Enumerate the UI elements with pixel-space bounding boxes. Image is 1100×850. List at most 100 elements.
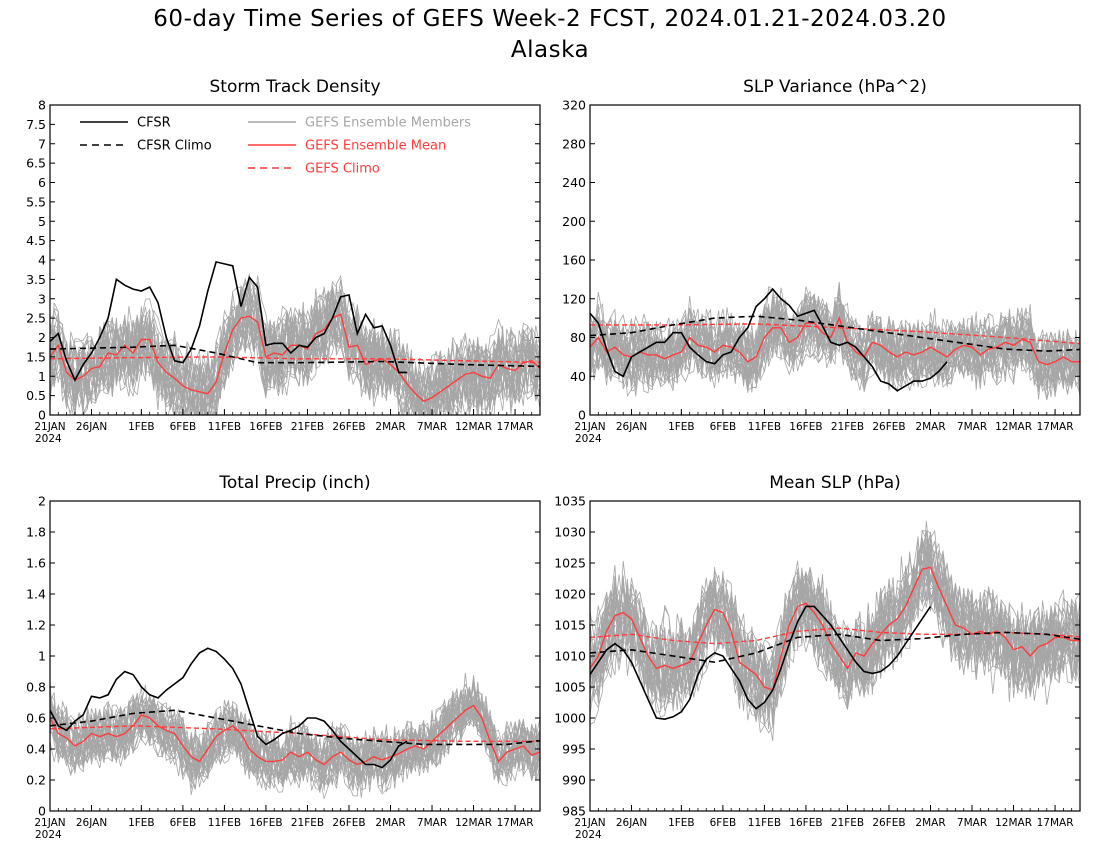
panel-title: Mean SLP (hPa) bbox=[769, 473, 901, 493]
gefs-mean-line bbox=[50, 704, 540, 766]
x-tick-label: 26FEB bbox=[332, 421, 365, 433]
y-tick-label: 0 bbox=[578, 408, 586, 423]
x-tick-label: 12MAR bbox=[455, 817, 492, 829]
y-tick-label: 240 bbox=[562, 175, 586, 190]
ensemble-member-line bbox=[590, 537, 1080, 695]
x-tick-label: 7MAR bbox=[957, 421, 987, 433]
y-tick-label: 1.8 bbox=[26, 525, 46, 540]
ensemble-member-line bbox=[50, 289, 540, 415]
x-tick-label: 21FEB bbox=[291, 817, 324, 829]
gefs-mean-line bbox=[590, 316, 1080, 366]
y-tick-label: 2.5 bbox=[26, 311, 46, 326]
x-tick-label: 11FEB bbox=[208, 817, 241, 829]
y-tick-label: 200 bbox=[562, 214, 586, 229]
y-tick-label: 0.8 bbox=[26, 680, 46, 695]
x-tick-label: 12MAR bbox=[455, 421, 492, 433]
x-tick-label: 26FEB bbox=[332, 817, 365, 829]
legend-cfsr-climo-label: CFSR Climo bbox=[137, 139, 212, 154]
legend-gefs-climo-label: GEFS Climo bbox=[305, 162, 380, 177]
y-tick-label: 0.5 bbox=[26, 388, 46, 403]
y-tick-label: 320 bbox=[562, 98, 586, 113]
y-tick-label: 3 bbox=[38, 291, 46, 306]
y-tick-label: 0.2 bbox=[26, 773, 46, 788]
y-tick-label: 7.5 bbox=[26, 117, 46, 132]
y-tick-label: 1.5 bbox=[26, 349, 46, 364]
x-tick-label: 26FEB bbox=[872, 421, 905, 433]
cfsr-line bbox=[590, 605, 932, 721]
x-tick-label: 2MAR bbox=[915, 421, 945, 433]
y-tick-label: 4.5 bbox=[26, 233, 46, 248]
y-tick-label: 1025 bbox=[554, 556, 586, 571]
cfsr-line bbox=[50, 260, 408, 382]
y-tick-label: 40 bbox=[570, 369, 586, 384]
ensemble-member-line bbox=[50, 689, 540, 789]
y-tick-label: 6.5 bbox=[26, 156, 46, 171]
x-tick-label: 17MAR bbox=[1037, 421, 1074, 433]
legend-gefs-members-label: GEFS Ensemble Members bbox=[305, 116, 471, 131]
y-tick-label: 0 bbox=[38, 408, 46, 423]
x-tick-label: 16FEB bbox=[249, 817, 282, 829]
y-tick-label: 1000 bbox=[554, 711, 586, 726]
y-tick-label: 990 bbox=[562, 773, 586, 788]
y-tick-label: 2 bbox=[38, 330, 46, 345]
panel-total-precip: Total Precip (inch) 0 0.2 0.4 0.6 0.8 1 1.2 1.4 1… bbox=[26, 473, 541, 841]
x-year-label: 2024 bbox=[575, 829, 602, 841]
x-tick-label: 17MAR bbox=[1037, 817, 1074, 829]
y-tick-label: 1010 bbox=[554, 649, 586, 664]
x-tick-label: 1FEB bbox=[128, 817, 155, 829]
x-tick-label: 6FEB bbox=[710, 421, 737, 433]
x-tick-label: 17MAR bbox=[497, 817, 534, 829]
x-tick-label: 2MAR bbox=[375, 421, 405, 433]
x-tick-label: 1FEB bbox=[128, 421, 155, 433]
x-tick-label: 21JAN bbox=[574, 421, 605, 433]
x-tick-label: 26JAN bbox=[76, 421, 107, 433]
y-tick-label: 5.5 bbox=[26, 194, 46, 209]
ensemble-member-line bbox=[590, 544, 1080, 717]
y-tick-label: 280 bbox=[562, 136, 586, 151]
y-tick-label: 2 bbox=[38, 494, 46, 509]
y-tick-label: 1 bbox=[38, 649, 46, 664]
x-tick-label: 21FEB bbox=[831, 817, 864, 829]
ensemble-members bbox=[590, 282, 1080, 400]
y-tick-label: 0 bbox=[38, 804, 46, 819]
panel-slp-variance: SLP Variance (hPa^2) 0 40 80 120 160 200 240 280… bbox=[562, 77, 1081, 445]
y-tick-label: 3.5 bbox=[26, 272, 46, 287]
y-tick-label: 1035 bbox=[554, 494, 586, 509]
y-tick-label: 1.4 bbox=[26, 587, 46, 602]
y-tick-label: 5 bbox=[38, 214, 46, 229]
y-tick-label: 1.6 bbox=[26, 556, 46, 571]
y-tick-label: 0.6 bbox=[26, 711, 46, 726]
x-tick-label: 26FEB bbox=[872, 817, 905, 829]
ensemble-member-line bbox=[590, 521, 1080, 719]
x-tick-label: 21FEB bbox=[831, 421, 864, 433]
x-tick-label: 7MAR bbox=[957, 817, 987, 829]
ensemble-member-line bbox=[590, 297, 1080, 397]
y-tick-label: 0.4 bbox=[26, 742, 46, 757]
x-tick-label: 11FEB bbox=[748, 421, 781, 433]
x-tick-label: 26JAN bbox=[616, 817, 647, 829]
y-tick-label: 8 bbox=[38, 98, 46, 113]
y-tick-label: 985 bbox=[562, 804, 586, 819]
cfsr-climo-line bbox=[590, 631, 1080, 664]
y-tick-label: 6 bbox=[38, 175, 46, 190]
x-tick-label: 6FEB bbox=[170, 421, 197, 433]
cfsr-climo-line bbox=[590, 315, 1080, 352]
x-tick-label: 26JAN bbox=[76, 817, 107, 829]
ensemble-member-line bbox=[590, 295, 1080, 398]
legend: CFSR CFSR Climo GEFS Ensemble Members GEFS … bbox=[80, 116, 471, 177]
x-tick-label: 21FEB bbox=[291, 421, 324, 433]
cfsr-climo-line bbox=[50, 709, 540, 746]
x-tick-label: 17MAR bbox=[497, 421, 534, 433]
figure-subtitle-region: Alaska bbox=[510, 37, 590, 63]
x-tick-label: 11FEB bbox=[748, 817, 781, 829]
panel-title: SLP Variance (hPa^2) bbox=[743, 77, 927, 97]
x-tick-label: 16FEB bbox=[249, 421, 282, 433]
x-tick-label: 7MAR bbox=[417, 421, 447, 433]
x-year-label: 2024 bbox=[35, 829, 62, 841]
ensemble-member-line bbox=[50, 696, 540, 785]
x-year-label: 2024 bbox=[575, 433, 602, 445]
panel-storm-track-density: Storm Track Density 0 0.5 1 1.5 2 2.5 3 3.5 4 4.5 5… bbox=[26, 77, 541, 445]
x-tick-label: 1FEB bbox=[668, 817, 695, 829]
ensemble-member-line bbox=[590, 529, 1080, 720]
